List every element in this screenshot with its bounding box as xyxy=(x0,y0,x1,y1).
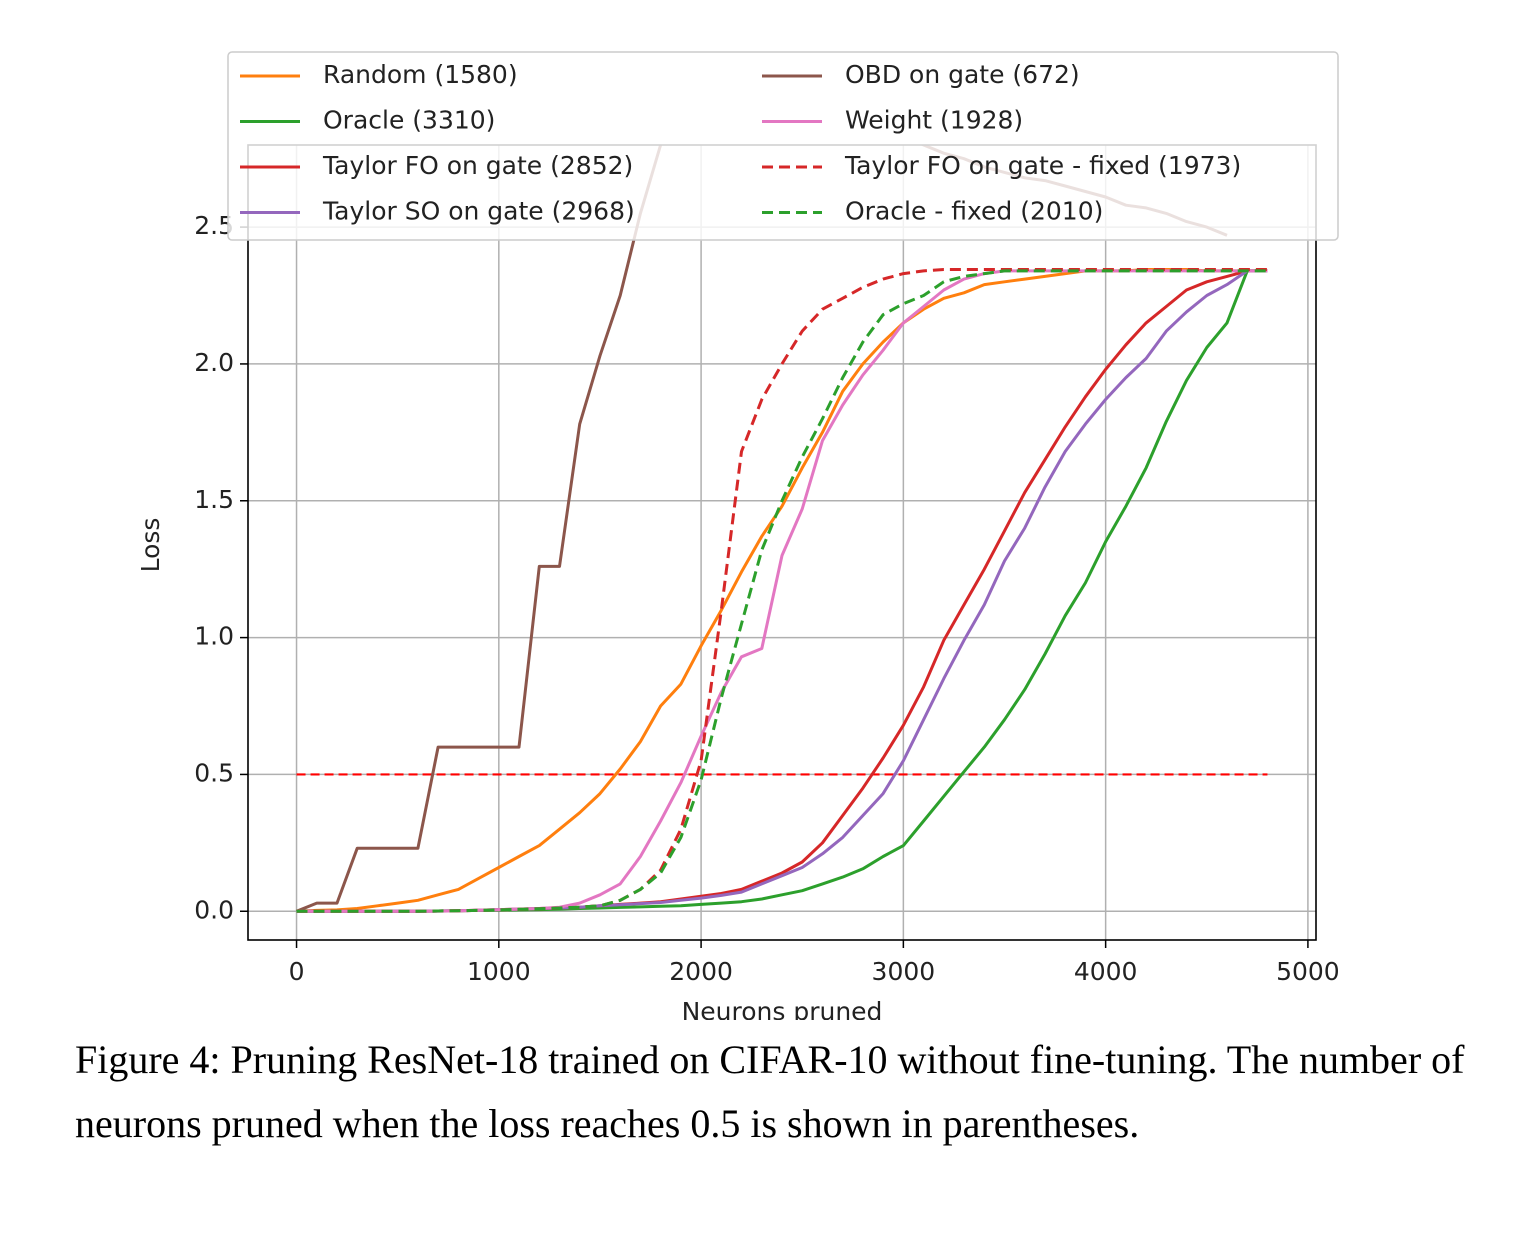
legend-label: Taylor FO on gate - fixed (1973) xyxy=(844,151,1241,180)
y-tick-label: 1.0 xyxy=(194,622,234,651)
legend-box xyxy=(227,51,1339,241)
y-tick-label: 0.5 xyxy=(194,758,234,787)
y-axis-label: Loss xyxy=(136,518,165,573)
x-tick-label: 2000 xyxy=(669,957,733,986)
legend-label: Random (1580) xyxy=(323,60,518,89)
series-line xyxy=(296,269,1268,913)
legend-label: Taylor SO on gate (2968) xyxy=(322,197,635,226)
x-tick-label: 1000 xyxy=(467,957,531,986)
legend-label: Weight (1928) xyxy=(845,106,1023,135)
y-tick-label: 0.0 xyxy=(194,895,234,924)
x-tick-label: 0 xyxy=(289,957,305,986)
series-line xyxy=(296,269,1268,913)
figure-caption: Figure 4: Pruning ResNet-18 trained on C… xyxy=(75,1037,1465,1146)
x-tick-label: 4000 xyxy=(1074,957,1138,986)
series-line xyxy=(296,269,1268,913)
plot-area xyxy=(295,145,1268,913)
legend-label: Taylor FO on gate (2852) xyxy=(322,151,633,180)
series-line xyxy=(296,268,1268,913)
legend-label: Oracle (3310) xyxy=(323,106,495,135)
series-line xyxy=(296,269,1268,913)
y-tick-label: 1.5 xyxy=(194,485,234,514)
chart: Neurons pruned Loss 0 1000 2000 3000 4000 500… xyxy=(136,51,1340,1020)
axes-frame xyxy=(247,144,1317,941)
series-line xyxy=(296,269,1268,913)
x-axis-label: Neurons pruned xyxy=(682,997,883,1020)
y-tick-label: 2.0 xyxy=(194,348,234,377)
x-tick-label: 5000 xyxy=(1276,957,1340,986)
legend-label: Oracle - fixed (2010) xyxy=(845,197,1103,226)
legend-label: OBD on gate (672) xyxy=(845,60,1080,89)
series-line xyxy=(296,268,1268,913)
x-tick-label: 3000 xyxy=(872,957,936,986)
